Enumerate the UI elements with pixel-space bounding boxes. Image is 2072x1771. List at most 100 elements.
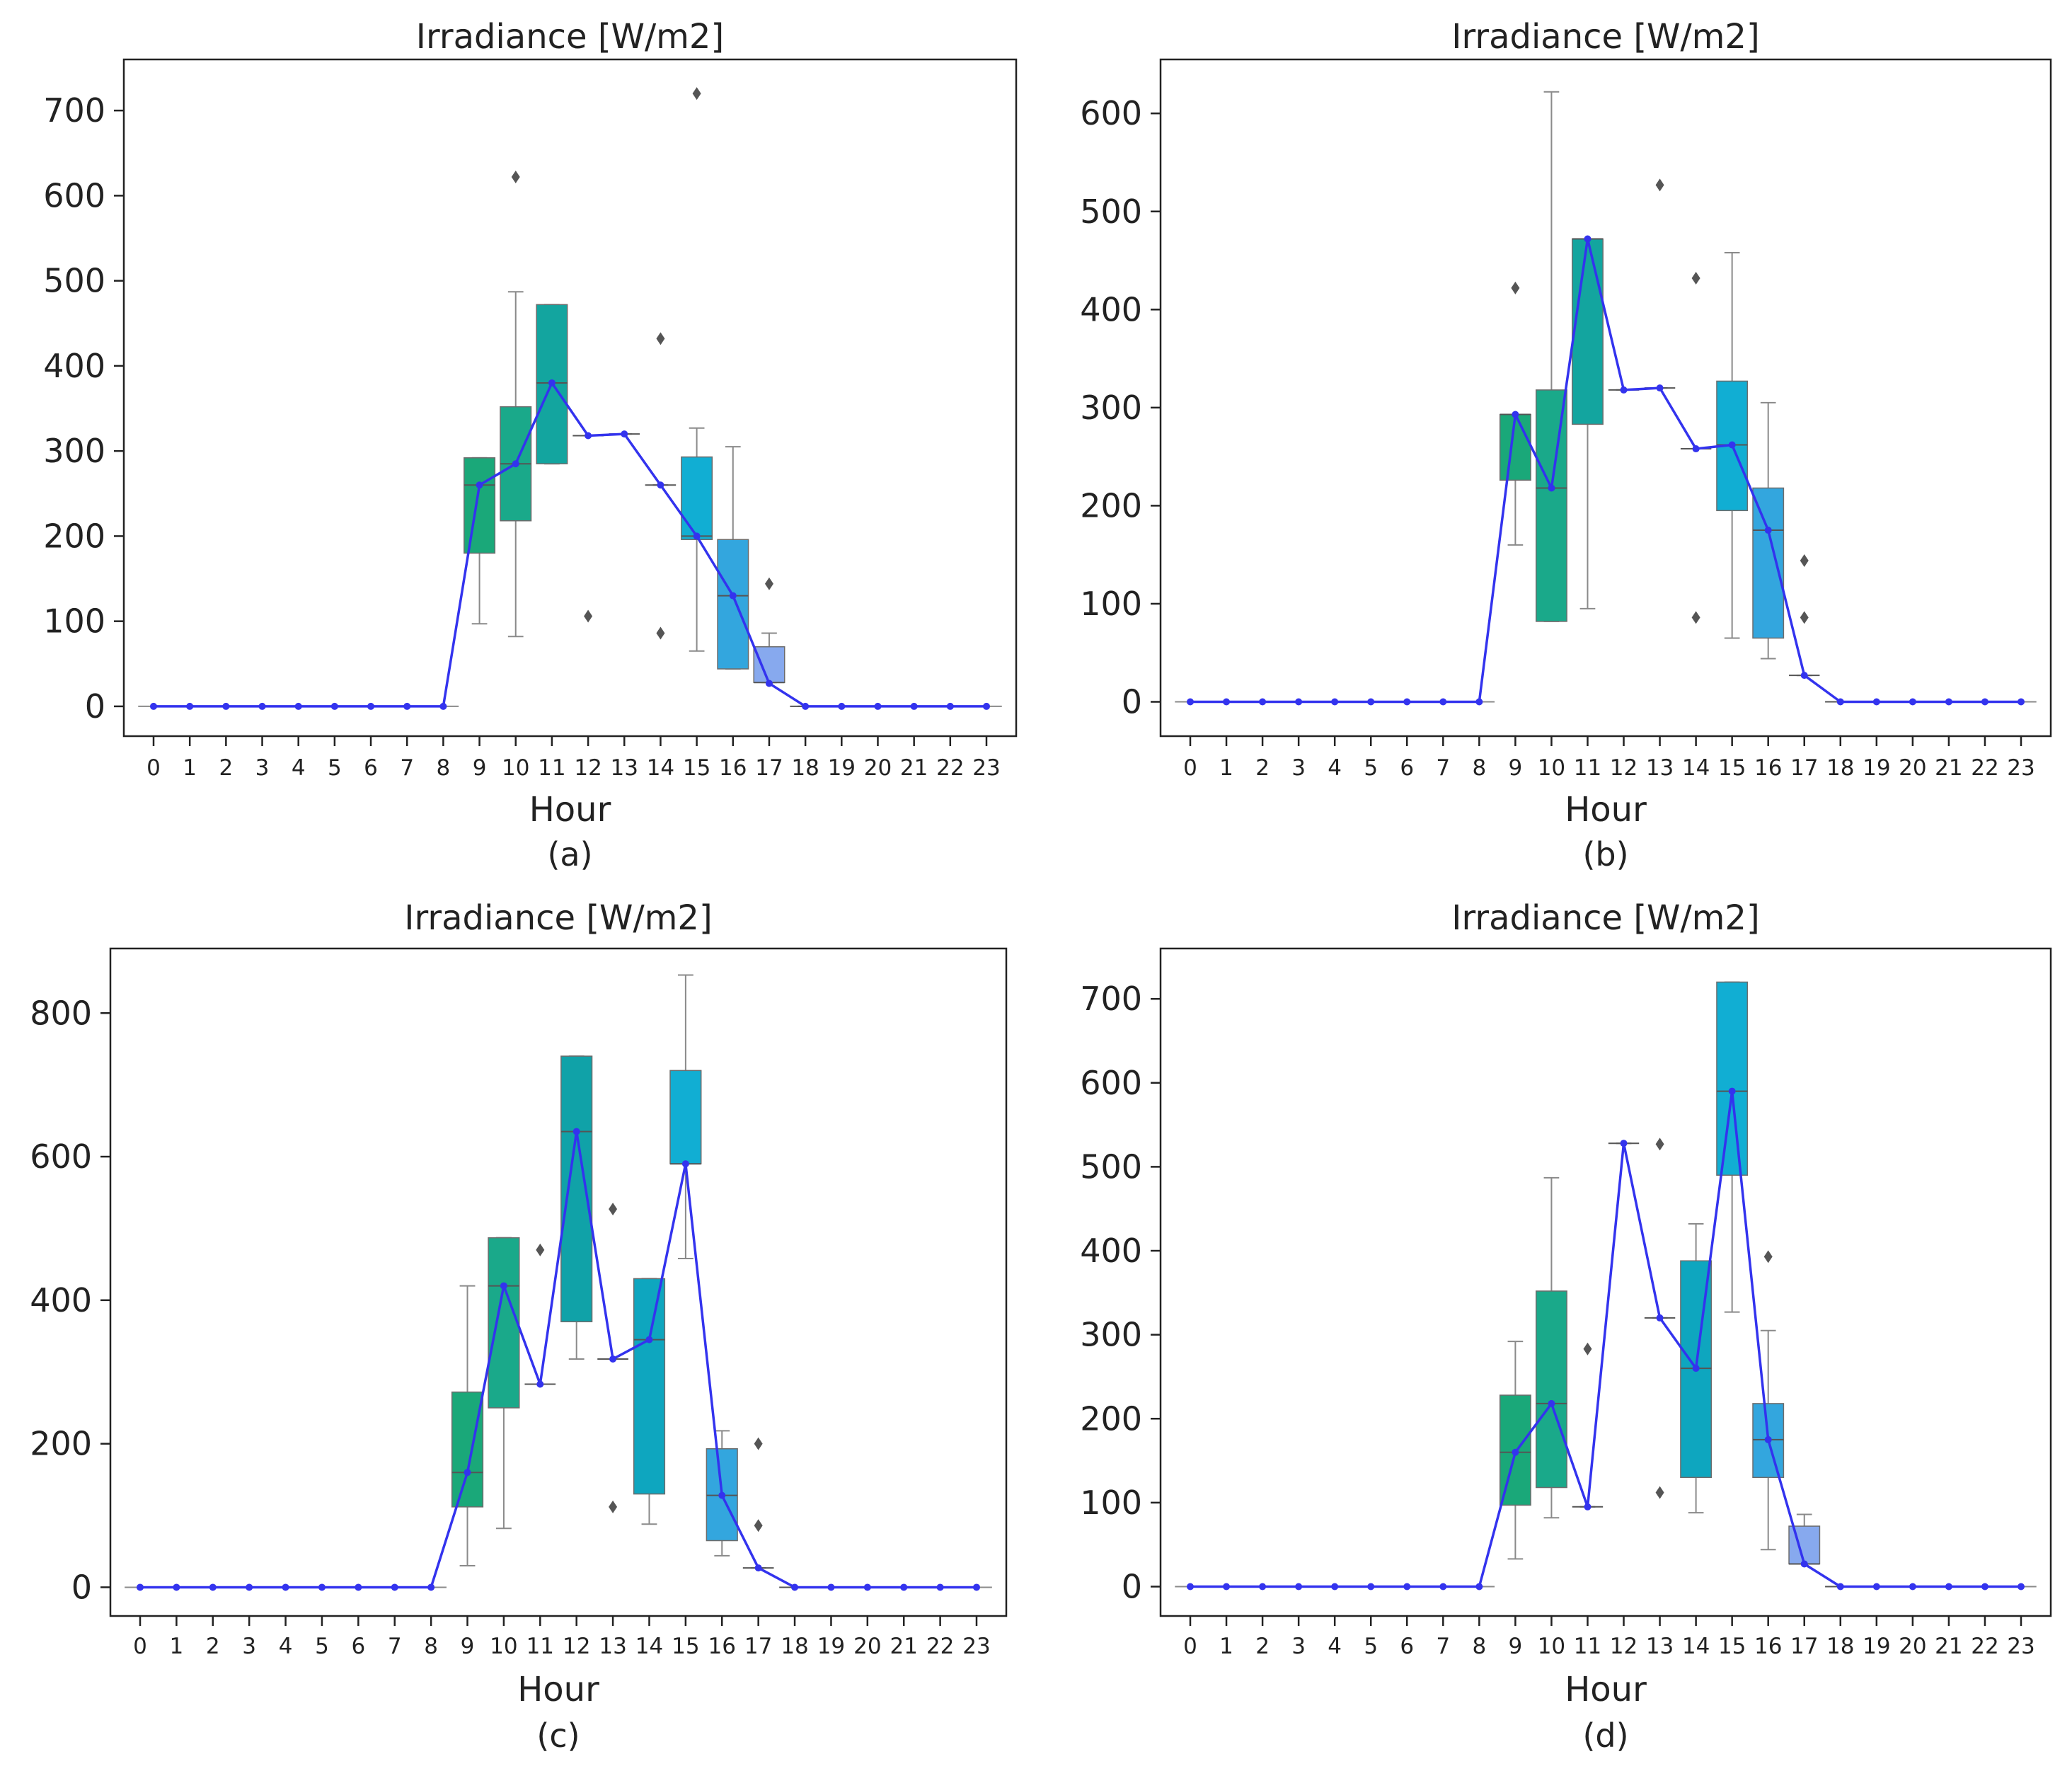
y-tick-label: 500 — [1080, 1147, 1142, 1186]
mean-point — [209, 1583, 217, 1591]
box-hour-10 — [1535, 1176, 1567, 1519]
x-tick-label: 9 — [1509, 755, 1523, 781]
x-tick-label: 3 — [242, 1634, 256, 1659]
outlier-point — [1691, 271, 1700, 285]
box-body — [488, 1237, 520, 1409]
mean-point — [1800, 672, 1808, 680]
mean-point — [1259, 698, 1267, 706]
x-tick-label: 7 — [388, 1634, 402, 1659]
y-tick-label: 300 — [43, 432, 105, 470]
x-tick-label: 5 — [1364, 755, 1378, 781]
x-tick-label: 17 — [744, 1634, 772, 1659]
x-tick-label: 6 — [364, 755, 378, 781]
box-hour-13 — [597, 1203, 628, 1513]
mean-point — [1981, 1583, 1988, 1591]
x-tick-label: 23 — [2007, 1634, 2034, 1659]
box-hour-16 — [1752, 1250, 1785, 1551]
x-tick-label: 0 — [146, 755, 161, 781]
mean-point — [294, 702, 302, 710]
mean-point — [572, 1128, 580, 1135]
x-tick-label: 19 — [817, 1634, 845, 1659]
box-body — [1752, 487, 1785, 639]
x-tick-label: 21 — [900, 755, 928, 781]
mean-point — [983, 702, 990, 710]
x-tick-label: 18 — [1826, 1634, 1854, 1659]
panel-caption: (d) — [1582, 1716, 1628, 1755]
x-tick-label: 7 — [400, 755, 414, 781]
mean-point — [548, 379, 556, 386]
mean-line — [1190, 1089, 2021, 1588]
x-axis-label: Hour — [1565, 1670, 1647, 1709]
chart-panel-d: Irradiance [W/m2] 0 100 200 300 400 500 600 700 0… — [1080, 898, 2052, 1755]
mean-point — [1403, 698, 1411, 706]
box-hour-10 — [500, 170, 532, 638]
mean-point — [1331, 698, 1339, 706]
box-hour-9 — [464, 457, 496, 625]
mean-point — [318, 1583, 326, 1591]
y-tick-label: 500 — [43, 262, 105, 300]
y-tick-label: 500 — [1080, 193, 1142, 231]
mean-point — [476, 481, 483, 489]
x-tick-label: 9 — [473, 755, 487, 781]
y-tick-label: 600 — [30, 1137, 92, 1176]
x-tick-label: 14 — [1682, 755, 1710, 781]
box-hour-13 — [1644, 178, 1676, 389]
x-tick-label: 17 — [1790, 755, 1818, 781]
x-tick-label: 10 — [1538, 1634, 1565, 1659]
box-body — [1572, 238, 1604, 425]
x-tick-label: 17 — [1790, 1634, 1818, 1659]
y-tick-label: 700 — [43, 91, 105, 130]
mean-point — [2018, 698, 2025, 706]
x-tick-label: 15 — [1718, 1634, 1746, 1659]
outlier-point — [584, 609, 593, 623]
x-tick-label: 23 — [972, 755, 1000, 781]
box-hour-15 — [669, 974, 702, 1260]
x-tick-label: 16 — [1754, 1634, 1782, 1659]
mean-point — [391, 1583, 398, 1591]
outlier-point — [754, 1519, 763, 1532]
box-hour-9 — [451, 1285, 484, 1567]
mean-point — [1187, 698, 1194, 706]
mean-point — [827, 1583, 835, 1591]
panel-caption: (a) — [547, 835, 592, 873]
mean-point — [439, 702, 447, 710]
outlier-point — [656, 626, 665, 640]
mean-point — [367, 702, 375, 710]
mean-point — [838, 702, 846, 710]
x-tick-label: 15 — [672, 1634, 699, 1659]
mean-point — [1656, 1314, 1664, 1322]
box-hour-10 — [488, 1237, 520, 1530]
mean-point — [500, 1282, 507, 1290]
mean-point — [173, 1583, 180, 1591]
x-tick-label: 3 — [1291, 755, 1306, 781]
outlier-point — [609, 1500, 618, 1513]
x-tick-label: 18 — [791, 755, 819, 781]
mean-point — [355, 1583, 362, 1591]
y-tick-label: 200 — [1080, 486, 1142, 525]
mean-point — [1223, 698, 1231, 706]
box-hour-17 — [1788, 1513, 1821, 1565]
x-tick-label: 12 — [1610, 755, 1638, 781]
x-tick-label: 15 — [1718, 755, 1746, 781]
box-hour-14 — [645, 332, 677, 640]
mean-point — [754, 1564, 762, 1572]
box-hour-15 — [1716, 981, 1749, 1313]
x-tick-label: 13 — [1646, 1634, 1674, 1659]
panel-caption: (b) — [1582, 835, 1628, 873]
mean-point — [765, 680, 773, 687]
box-body — [633, 1278, 666, 1495]
y-tick-label: 100 — [1080, 1484, 1142, 1522]
x-tick-label: 10 — [502, 755, 529, 781]
x-tick-label: 14 — [1682, 1634, 1710, 1659]
x-tick-label: 10 — [490, 1634, 517, 1659]
outlier-point — [609, 1203, 618, 1216]
chart-title: Irradiance [W/m2] — [404, 898, 712, 938]
x-tick-label: 16 — [1754, 755, 1782, 781]
mean-point — [1764, 527, 1772, 534]
x-tick-label: 18 — [781, 1634, 808, 1659]
plot-frame — [109, 947, 1008, 1617]
x-tick-label: 7 — [1436, 1634, 1450, 1659]
box-body — [1788, 1525, 1821, 1565]
mean-point — [1187, 1583, 1194, 1591]
